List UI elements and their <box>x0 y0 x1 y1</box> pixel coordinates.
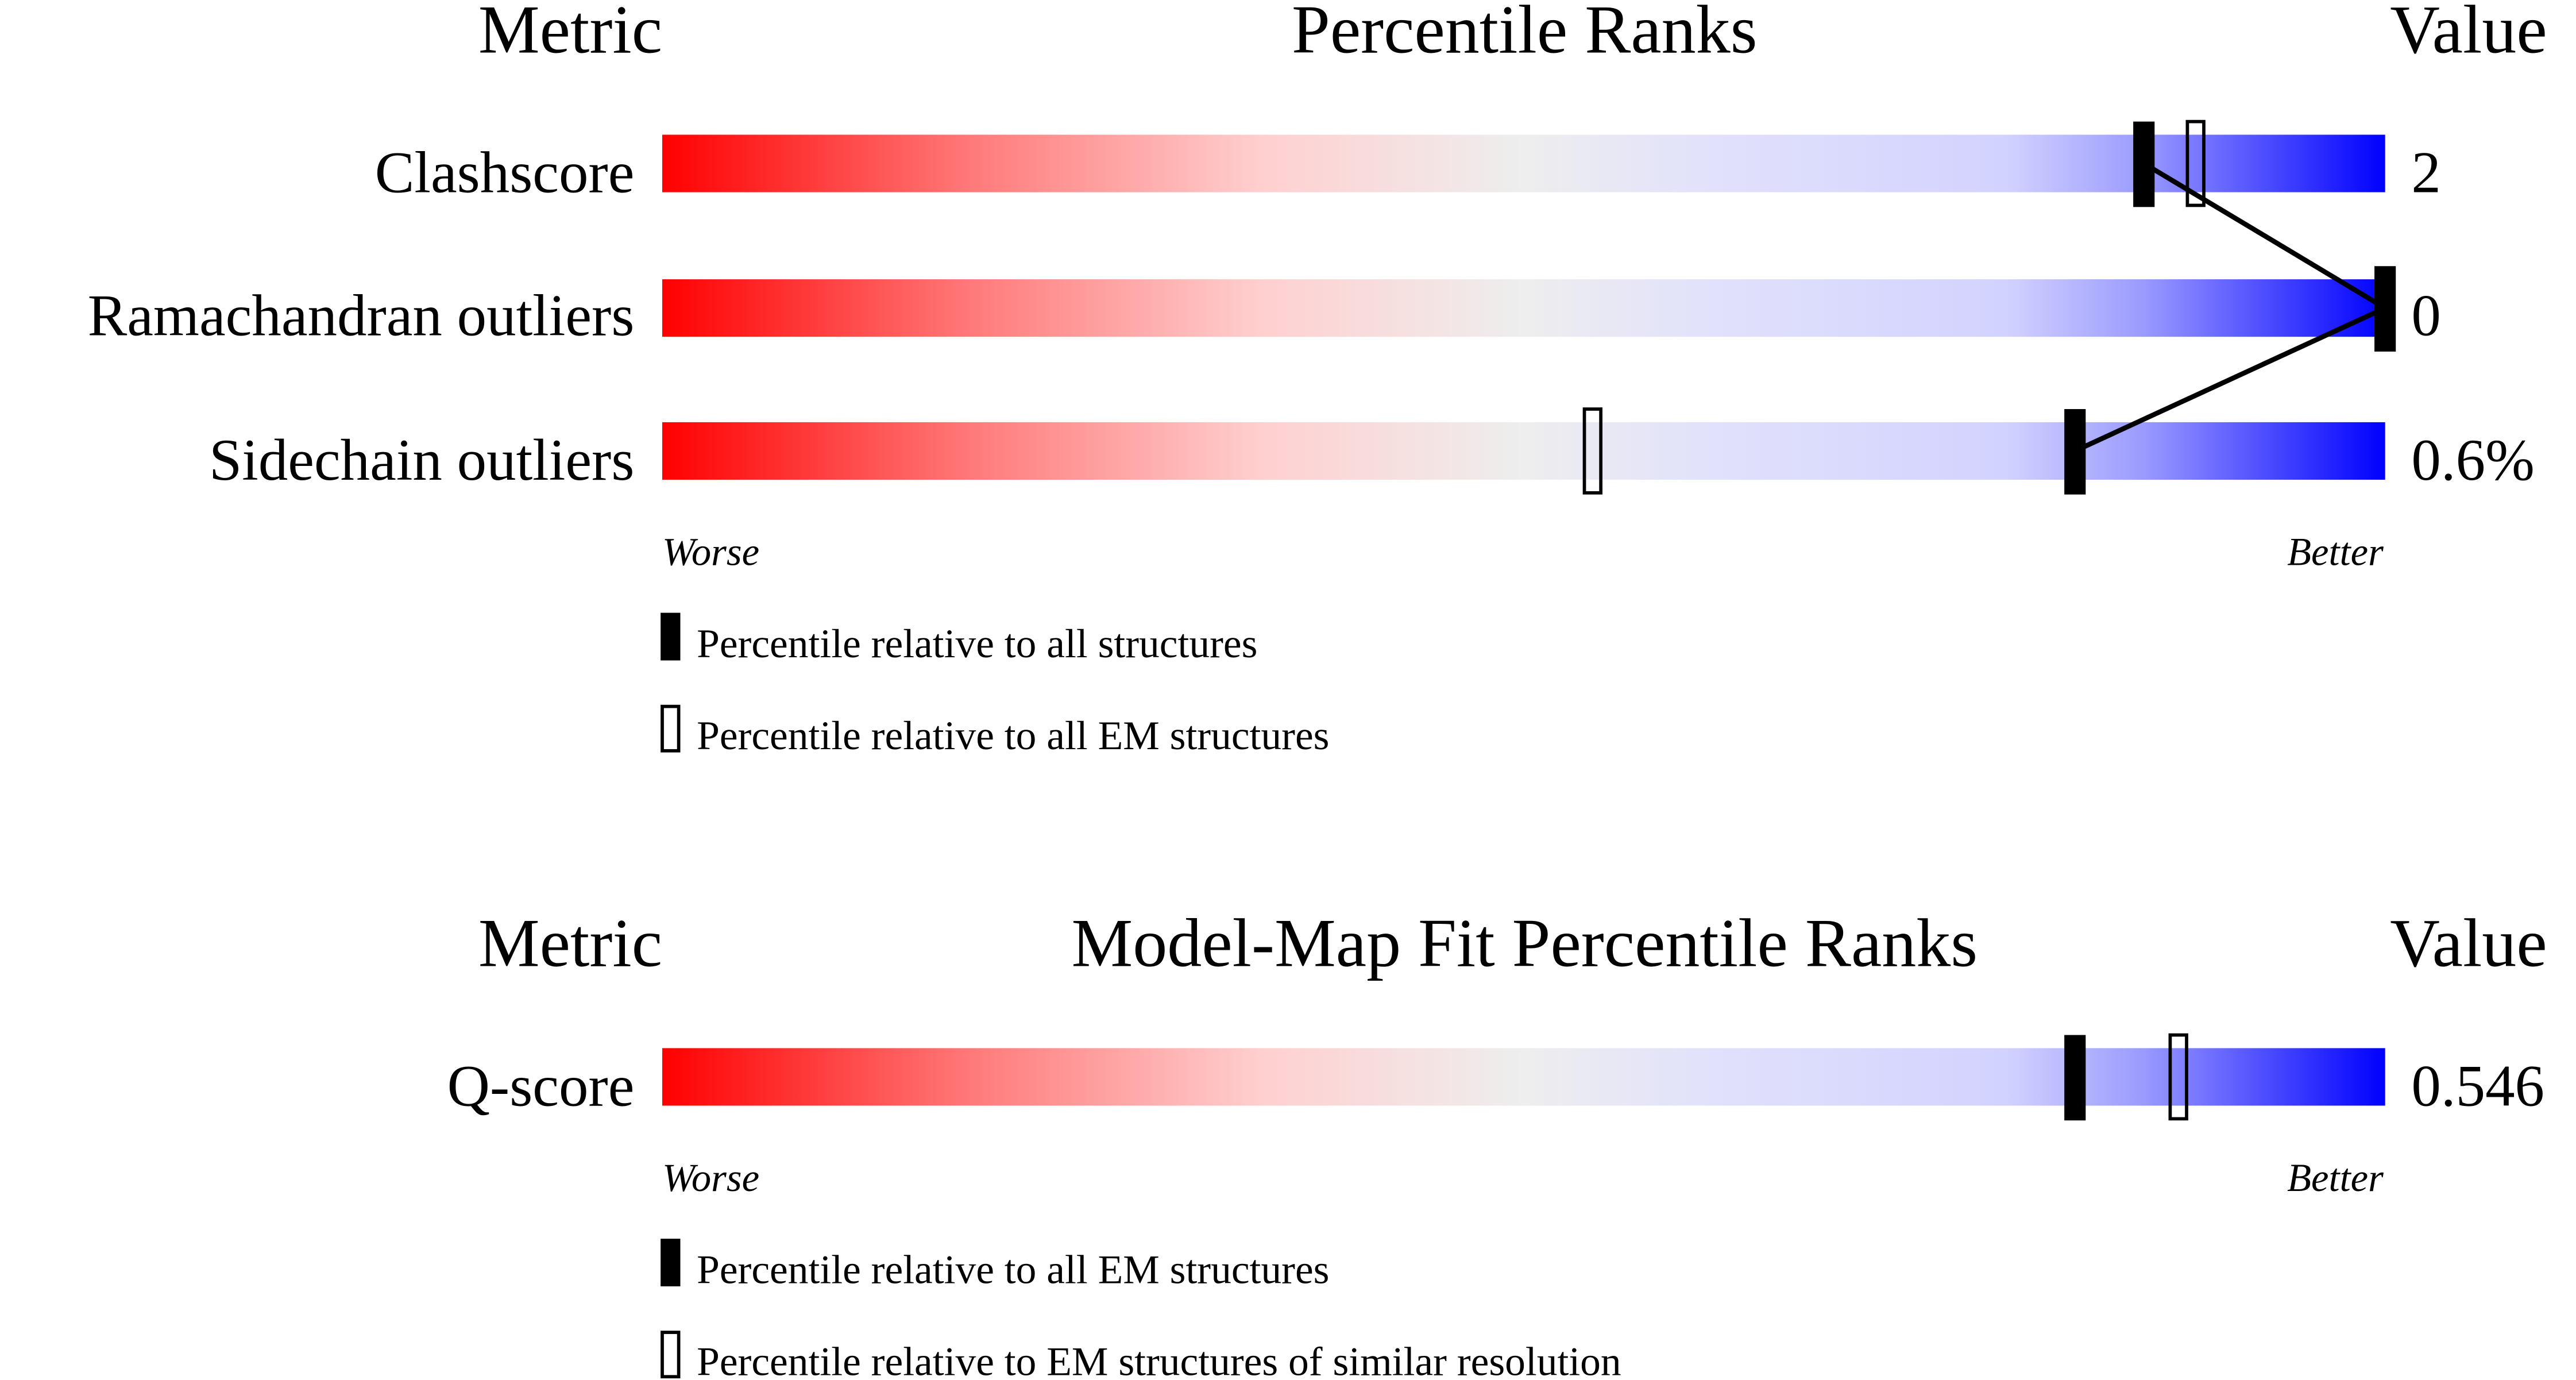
metric-label: Sidechain outliers <box>209 427 634 493</box>
value-header: Value <box>2390 904 2547 981</box>
percentile-bar <box>662 279 2385 337</box>
em-percentile-marker <box>1582 407 1602 495</box>
legend-label: Percentile relative to EM structures of … <box>697 1339 1621 1380</box>
all-percentile-marker <box>2064 409 2086 495</box>
percentile-bar <box>662 134 2385 192</box>
panel-model-map-fit: Metric Model-Map Fit Percentile Ranks Va… <box>447 904 2547 1380</box>
percentile-bar <box>662 422 2385 480</box>
value-header: Value <box>2390 0 2547 68</box>
chart-title: Model-Map Fit Percentile Ranks <box>1071 904 1978 981</box>
all-percentile-marker <box>2064 1035 2086 1121</box>
legend-filled-marker-icon <box>661 1239 681 1287</box>
legend-open-marker-icon <box>661 1331 681 1379</box>
panel-percentile-ranks: Metric Percentile Ranks Value Clashscore… <box>88 0 2547 758</box>
better-label: Better <box>2287 530 2384 574</box>
metric-header: Metric <box>478 904 662 981</box>
worse-label: Worse <box>662 1156 759 1200</box>
chart-title: Percentile Ranks <box>1292 0 1757 68</box>
metric-value: 0.6% <box>2411 427 2534 493</box>
better-label: Better <box>2287 1156 2384 1200</box>
legend-label: Percentile relative to all EM structures <box>697 713 1329 758</box>
metric-value: 2 <box>2411 140 2440 206</box>
legend-label: Percentile relative to all structures <box>697 621 1257 666</box>
worse-label: Worse <box>662 530 759 574</box>
percentile-bar <box>662 1048 2385 1106</box>
metric-header: Metric <box>478 0 662 68</box>
metric-value: 0.546 <box>2411 1053 2544 1119</box>
metric-label: Q-score <box>447 1053 635 1119</box>
all-percentile-marker <box>2374 266 2396 352</box>
legend-filled-marker-icon <box>661 612 681 661</box>
metric-label: Clashscore <box>375 140 635 206</box>
metric-value: 0 <box>2411 283 2440 348</box>
metric-label: Ramachandran outliers <box>88 283 635 348</box>
all-percentile-marker <box>2133 121 2155 207</box>
em-percentile-marker <box>2185 120 2206 207</box>
legend-open-marker-icon <box>661 704 681 753</box>
legend-label: Percentile relative to all EM structures <box>697 1247 1329 1292</box>
em-percentile-marker <box>2168 1033 2188 1121</box>
